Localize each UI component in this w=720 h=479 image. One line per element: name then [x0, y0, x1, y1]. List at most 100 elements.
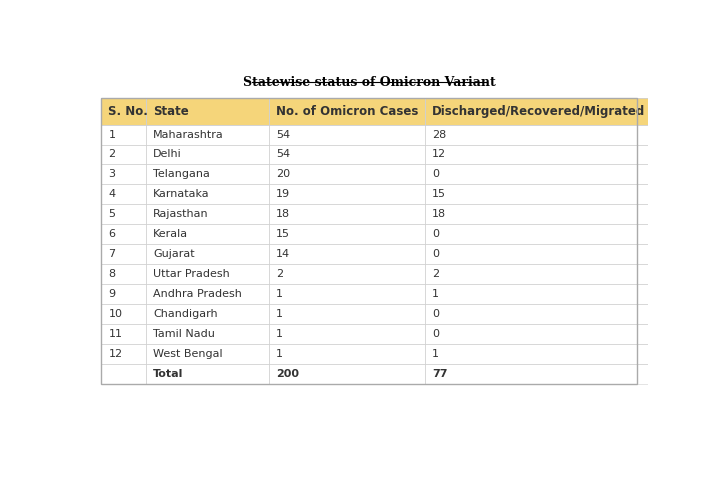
Text: 1: 1 [276, 309, 283, 319]
Bar [269, 184, 425, 204]
Bar [145, 324, 269, 344]
Bar [425, 364, 660, 384]
Bar [269, 224, 425, 244]
Text: 10: 10 [109, 309, 122, 319]
Bar [425, 98, 660, 125]
Bar [145, 145, 269, 164]
Bar [425, 284, 660, 304]
Text: 2: 2 [109, 149, 115, 160]
Bar [101, 224, 145, 244]
Bar [425, 324, 660, 344]
Bar [425, 264, 660, 284]
Text: 1: 1 [432, 289, 439, 299]
Bar [425, 244, 660, 264]
Bar [269, 98, 425, 125]
Text: Kerala: Kerala [153, 229, 188, 239]
Bar [145, 164, 269, 184]
Text: Maharashtra: Maharashtra [153, 129, 224, 139]
Bar [101, 284, 145, 304]
Bar [425, 184, 660, 204]
Text: 77: 77 [432, 368, 448, 378]
Text: Rajasthan: Rajasthan [153, 209, 209, 219]
Text: 12: 12 [109, 349, 122, 359]
Text: 28: 28 [432, 129, 446, 139]
Bar [269, 125, 425, 145]
Bar [101, 304, 145, 324]
Bar [269, 344, 425, 364]
Bar [101, 164, 145, 184]
Text: 12: 12 [432, 149, 446, 160]
Text: 4: 4 [109, 189, 115, 199]
Text: 3: 3 [109, 170, 115, 180]
Bar [145, 304, 269, 324]
Text: 0: 0 [432, 170, 439, 180]
Bar [269, 324, 425, 344]
Text: State: State [153, 105, 189, 118]
Text: Karnataka: Karnataka [153, 189, 210, 199]
Bar [425, 164, 660, 184]
Bar [269, 304, 425, 324]
Text: 54: 54 [276, 129, 290, 139]
Text: Chandigarh: Chandigarh [153, 309, 217, 319]
Text: Telangana: Telangana [153, 170, 210, 180]
Text: 14: 14 [276, 249, 290, 259]
Bar [145, 244, 269, 264]
Bar [101, 184, 145, 204]
Text: 11: 11 [109, 329, 122, 339]
Text: 200: 200 [276, 368, 299, 378]
Bar [145, 344, 269, 364]
Text: 18: 18 [276, 209, 290, 219]
Bar [145, 204, 269, 224]
Bar [101, 324, 145, 344]
Bar [425, 344, 660, 364]
Text: 0: 0 [432, 309, 439, 319]
Text: 0: 0 [432, 329, 439, 339]
Text: 2: 2 [276, 269, 283, 279]
Bar [269, 145, 425, 164]
Bar [425, 125, 660, 145]
Bar [145, 125, 269, 145]
Text: 18: 18 [432, 209, 446, 219]
Text: 1: 1 [276, 289, 283, 299]
Text: 0: 0 [432, 229, 439, 239]
Text: 7: 7 [109, 249, 115, 259]
Text: 2: 2 [432, 269, 439, 279]
Text: West Bengal: West Bengal [153, 349, 222, 359]
Bar [269, 204, 425, 224]
Bar [101, 344, 145, 364]
Text: Gujarat: Gujarat [153, 249, 194, 259]
Text: 1: 1 [432, 349, 439, 359]
Bar [101, 98, 636, 384]
Text: Statewise status of Omicron Variant: Statewise status of Omicron Variant [243, 76, 495, 89]
Text: 15: 15 [276, 229, 290, 239]
Text: 8: 8 [109, 269, 115, 279]
Text: 1: 1 [276, 349, 283, 359]
Bar [145, 224, 269, 244]
Text: S. No.: S. No. [109, 105, 148, 118]
Bar [425, 304, 660, 324]
Text: 9: 9 [109, 289, 115, 299]
Bar [145, 284, 269, 304]
Text: 6: 6 [109, 229, 115, 239]
Bar [145, 364, 269, 384]
Bar [269, 164, 425, 184]
Text: 1: 1 [109, 129, 115, 139]
Text: 1: 1 [276, 329, 283, 339]
Text: Uttar Pradesh: Uttar Pradesh [153, 269, 230, 279]
Bar [269, 264, 425, 284]
Text: 5: 5 [109, 209, 115, 219]
Bar [145, 98, 269, 125]
Text: Andhra Pradesh: Andhra Pradesh [153, 289, 242, 299]
Bar [101, 145, 145, 164]
Bar [269, 244, 425, 264]
Bar [425, 204, 660, 224]
Bar [425, 145, 660, 164]
Bar [101, 244, 145, 264]
Bar [145, 264, 269, 284]
Bar [269, 364, 425, 384]
Text: 19: 19 [276, 189, 290, 199]
Text: Discharged/Recovered/Migrated: Discharged/Recovered/Migrated [432, 105, 645, 118]
Text: 0: 0 [432, 249, 439, 259]
Text: No. of Omicron Cases: No. of Omicron Cases [276, 105, 418, 118]
Bar [101, 125, 145, 145]
